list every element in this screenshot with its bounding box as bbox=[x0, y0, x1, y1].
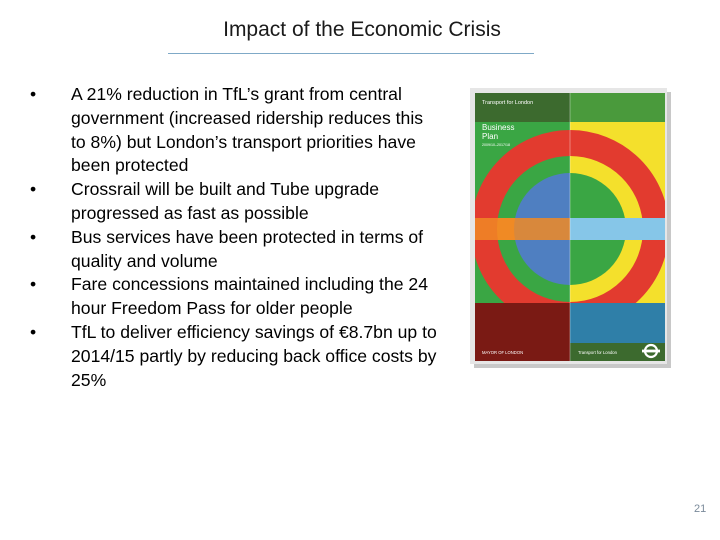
bullet-item: • Bus services have been protected in ter… bbox=[27, 226, 437, 274]
bullet-list: • A 21% reduction in TfL’s grant from cen… bbox=[27, 83, 437, 392]
cover-footer-right: Transport for London bbox=[578, 350, 618, 355]
bullet-dot-icon: • bbox=[30, 226, 37, 247]
business-plan-cover-image: Transport for London Business Plan 2009/… bbox=[470, 88, 673, 370]
slide-title: Impact of the Economic Crisis bbox=[223, 18, 501, 41]
bullet-text: Fare concessions maintained including th… bbox=[71, 274, 428, 319]
bullet-item: • A 21% reduction in TfL’s grant from cen… bbox=[27, 83, 437, 178]
cover-header-panel bbox=[475, 93, 570, 122]
cover-footer-left: MAYOR OF LONDON bbox=[482, 350, 523, 355]
tfl-roundel-icon bbox=[642, 343, 660, 359]
cover-illustration: Transport for London Business Plan 2009/… bbox=[470, 88, 671, 368]
bullet-item: • Fare concessions maintained including t… bbox=[27, 273, 437, 321]
bullet-dot-icon: • bbox=[30, 84, 37, 104]
bullet-text: Crossrail will be built and Tube upgrade… bbox=[71, 179, 380, 223]
bullet-dot-icon: • bbox=[30, 179, 37, 200]
bullet-item: • TfL to deliver efficiency savings of €8… bbox=[27, 321, 437, 392]
title-underline bbox=[168, 53, 534, 54]
bullet-item: • Crossrail will be built and Tube upgrad… bbox=[27, 178, 437, 226]
bullet-text: TfL to deliver efficiency savings of €8.… bbox=[71, 321, 437, 390]
cover-title-line1: Business bbox=[482, 123, 514, 132]
page-number: 21 bbox=[694, 503, 707, 515]
bullet-dot-icon: • bbox=[30, 274, 37, 295]
bullet-text: Bus services have been protected in term… bbox=[71, 226, 424, 271]
bullet-dot-icon: • bbox=[30, 321, 37, 342]
cover-title-line2: Plan bbox=[482, 132, 498, 141]
bullet-text: A 21% reduction in TfL’s grant from cent… bbox=[71, 84, 424, 176]
cover-years: 2009/10–2017/18 bbox=[482, 143, 510, 147]
cover-header-text: Transport for London bbox=[482, 100, 533, 106]
